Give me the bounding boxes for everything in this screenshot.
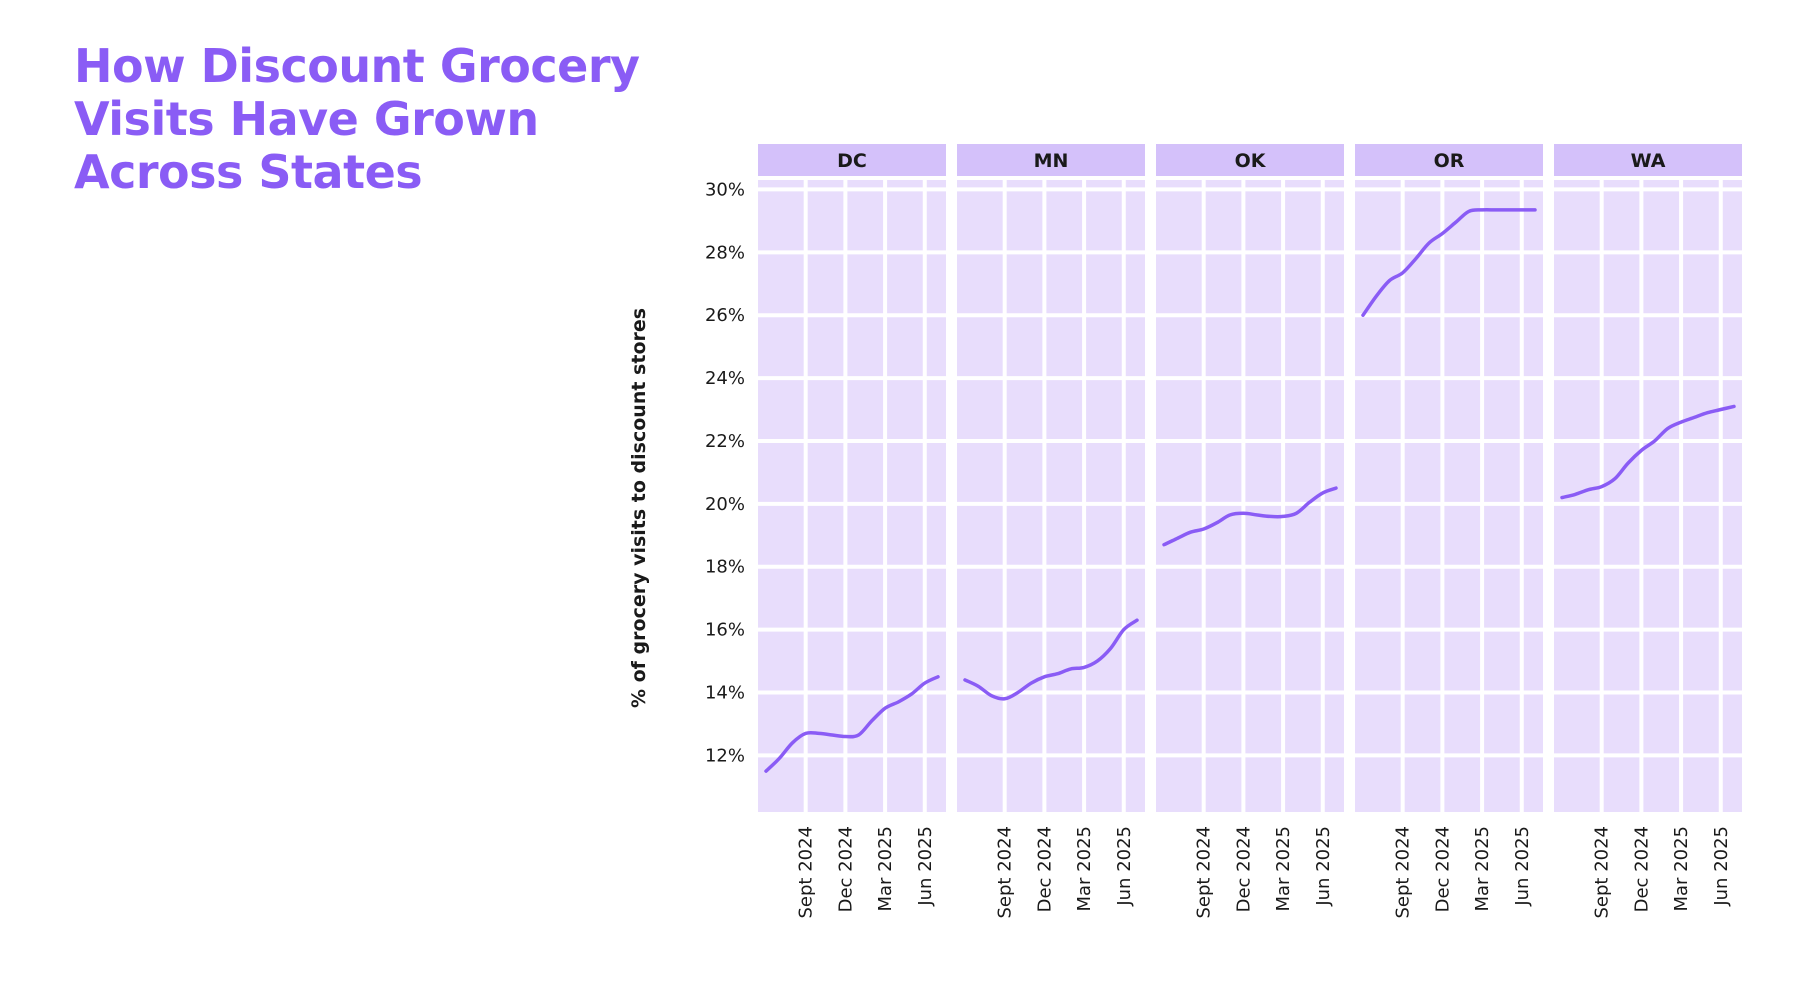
facet-panel: MN Sept 2024 Dec 2024 Mar 2025 Jun 2025 — [957, 144, 1145, 919]
x-tick-label: Sept 2024 — [1194, 826, 1215, 919]
facet-background — [1554, 180, 1742, 812]
y-axis-ticks: 12% 14% 16% 18% 20% 22% 24% 26% 28% 30% — [705, 179, 745, 766]
series-line-mn — [963, 618, 1139, 701]
facet-background — [1156, 180, 1344, 812]
facet-panel: OR Sept 2024 Dec 2024 Mar 2025 Jun 2025 — [1355, 144, 1543, 919]
y-tick-label: 16% — [705, 620, 745, 641]
facet-strip — [1355, 144, 1543, 176]
x-tick-label: Dec 2024 — [1233, 826, 1254, 912]
series-line-dc — [764, 675, 940, 773]
x-tick-label: Mar 2025 — [1074, 826, 1095, 912]
x-tick-label: Sept 2024 — [1592, 826, 1613, 919]
y-tick-label: 12% — [705, 745, 745, 766]
facet-panel: WA Sept 2024 Dec 2024 Mar 2025 Jun 2025 — [1554, 144, 1742, 919]
facet-label: MN — [1034, 150, 1069, 172]
facet-background — [957, 180, 1145, 812]
x-tick-label: Sept 2024 — [995, 826, 1016, 919]
x-tick-label: Dec 2024 — [835, 826, 856, 912]
y-tick-label: 28% — [705, 242, 745, 263]
x-tick-label: Mar 2025 — [1273, 826, 1294, 912]
facet-strip — [1554, 144, 1742, 176]
x-tick-label: Sept 2024 — [796, 826, 817, 919]
x-tick-label: Mar 2025 — [875, 826, 896, 912]
x-tick-label: Dec 2024 — [1631, 826, 1652, 912]
series-line-ok — [1162, 486, 1338, 547]
x-tick-label: Jun 2025 — [1114, 826, 1135, 907]
facet-label: DC — [837, 150, 867, 172]
x-tick-label: Jun 2025 — [1711, 826, 1732, 907]
series-line-wa — [1560, 404, 1736, 500]
y-axis-title: % of grocery visits to discount stores — [628, 308, 650, 708]
x-tick-label: Jun 2025 — [1313, 826, 1334, 907]
facet-label: OR — [1434, 150, 1465, 172]
x-tick-label: Jun 2025 — [915, 826, 936, 907]
facet-background — [758, 180, 946, 812]
facet-panel: OK Sept 2024 Dec 2024 Mar 2025 Jun 2025 — [1156, 144, 1344, 919]
x-tick-label: Sept 2024 — [1393, 826, 1414, 919]
y-tick-label: 30% — [705, 179, 745, 200]
facet-strip — [957, 144, 1145, 176]
y-tick-label: 24% — [705, 368, 745, 389]
facets: DC Sept 2024 Dec 2024 Mar 2025 Jun 2025 MN Sep… — [758, 144, 1742, 919]
y-tick-label: 20% — [705, 494, 745, 515]
x-tick-label: Mar 2025 — [1472, 826, 1493, 912]
facet-strip — [758, 144, 946, 176]
y-tick-label: 18% — [705, 557, 745, 578]
facet-strip — [1156, 144, 1344, 176]
x-tick-label: Dec 2024 — [1034, 826, 1055, 912]
facet-label: WA — [1631, 150, 1666, 172]
x-tick-label: Jun 2025 — [1512, 826, 1533, 907]
y-tick-label: 26% — [705, 305, 745, 326]
x-tick-label: Mar 2025 — [1671, 826, 1692, 912]
y-tick-label: 14% — [705, 683, 745, 704]
x-tick-label: Dec 2024 — [1432, 826, 1453, 912]
facet-panel: DC Sept 2024 Dec 2024 Mar 2025 Jun 2025 — [758, 144, 946, 919]
y-tick-label: 22% — [705, 431, 745, 452]
facet-label: OK — [1235, 150, 1267, 172]
chart-title: How Discount Grocery Visits Have Grown A… — [74, 39, 640, 199]
series-line-or — [1361, 208, 1537, 317]
facet-background — [1355, 180, 1543, 812]
